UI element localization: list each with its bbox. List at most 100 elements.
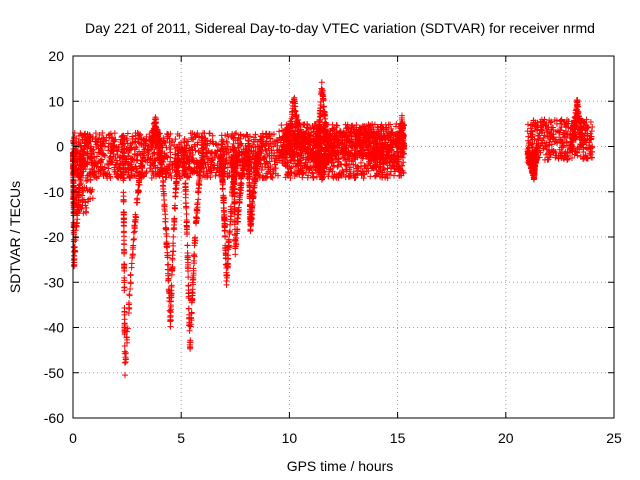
data-point <box>399 162 406 169</box>
data-point <box>232 251 239 258</box>
data-point <box>558 117 565 124</box>
data-point <box>106 157 113 164</box>
data-point <box>126 291 133 298</box>
data-point <box>130 229 137 236</box>
data-points <box>70 79 596 379</box>
data-point <box>310 174 317 181</box>
data-point <box>162 174 169 181</box>
data-point <box>113 147 120 154</box>
data-point <box>134 151 141 158</box>
data-point <box>151 162 158 169</box>
data-point <box>288 164 295 171</box>
data-point <box>129 133 136 140</box>
data-point <box>185 305 192 312</box>
data-point <box>211 153 218 160</box>
data-point <box>96 149 103 156</box>
data-point <box>92 130 99 137</box>
data-point <box>121 241 128 248</box>
data-point <box>128 264 135 271</box>
data-point <box>107 130 114 137</box>
grid <box>73 56 614 418</box>
data-point <box>206 130 213 137</box>
data-point <box>159 182 166 189</box>
data-point <box>243 131 250 138</box>
data-point <box>127 285 134 292</box>
data-point <box>183 223 190 230</box>
data-point <box>127 279 134 286</box>
chart-title: Day 221 of 2011, Sidereal Day-to-day VTE… <box>85 20 595 36</box>
data-point <box>114 152 121 159</box>
data-point <box>299 174 306 181</box>
data-point <box>105 140 112 147</box>
data-point <box>121 320 128 327</box>
data-point <box>199 130 206 137</box>
data-point <box>278 122 285 129</box>
data-point <box>120 222 127 229</box>
data-point <box>287 165 294 172</box>
data-point <box>194 189 201 196</box>
data-point <box>172 151 179 158</box>
data-point <box>148 175 155 182</box>
data-point <box>202 173 209 180</box>
data-point <box>235 134 242 141</box>
data-point <box>71 255 78 262</box>
data-point <box>183 210 190 217</box>
data-point <box>184 242 191 249</box>
data-point <box>71 263 78 270</box>
data-point <box>186 327 193 334</box>
data-point <box>74 216 81 223</box>
data-point <box>384 165 391 172</box>
data-point <box>354 170 361 177</box>
data-point <box>93 153 100 160</box>
data-point <box>182 180 189 187</box>
data-point <box>120 189 127 196</box>
data-point <box>186 153 193 160</box>
data-point <box>101 164 108 171</box>
data-point <box>187 344 194 351</box>
data-point <box>162 218 169 225</box>
data-point <box>105 165 112 172</box>
data-point <box>219 141 226 148</box>
data-point <box>115 144 122 151</box>
data-point <box>252 175 259 182</box>
data-point <box>170 248 177 255</box>
data-point <box>170 226 177 233</box>
data-point <box>276 128 283 135</box>
data-point <box>149 168 156 175</box>
data-point <box>360 175 367 182</box>
data-point <box>233 130 240 137</box>
data-point <box>167 308 174 315</box>
data-point <box>130 236 137 243</box>
data-point <box>204 172 211 179</box>
data-point <box>224 131 231 138</box>
data-point <box>318 79 325 86</box>
data-point <box>121 359 128 366</box>
data-point <box>258 167 265 174</box>
data-point <box>89 195 96 202</box>
data-point <box>200 164 207 171</box>
data-point <box>131 228 138 235</box>
data-point <box>136 148 143 155</box>
data-point <box>137 151 144 158</box>
data-point <box>221 227 228 234</box>
data-point <box>383 170 390 177</box>
data-point <box>167 142 174 149</box>
data-point <box>120 228 127 235</box>
data-point <box>230 140 237 147</box>
data-point <box>169 255 176 262</box>
data-point <box>188 134 195 141</box>
data-point <box>107 175 114 182</box>
data-point <box>163 144 170 151</box>
data-point <box>361 165 368 172</box>
data-point <box>121 308 128 315</box>
data-point <box>182 200 189 207</box>
data-point <box>165 166 172 173</box>
data-point <box>172 136 179 143</box>
data-point <box>308 164 315 171</box>
data-point <box>114 160 121 167</box>
data-point <box>384 172 391 179</box>
data-point <box>170 240 177 247</box>
data-point <box>391 172 398 179</box>
data-point <box>185 268 192 275</box>
